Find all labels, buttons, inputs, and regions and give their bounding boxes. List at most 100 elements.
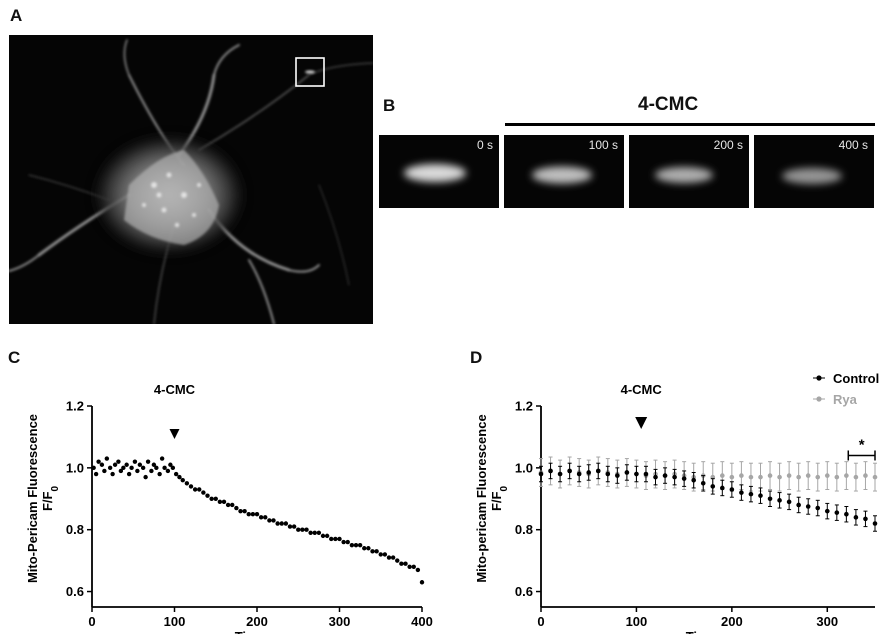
neuron-micrograph [9,35,373,324]
data-point [538,471,544,477]
y-axis-label-ratio: F/F0 [489,486,510,512]
data-point [777,498,782,503]
data-point [124,462,129,467]
data-point [786,499,792,505]
data-point [362,546,367,551]
y-axis-label: Mito-Pericam Fluorescence [25,414,40,583]
data-point [548,468,553,474]
data-point [386,555,392,560]
data-point [672,474,677,480]
data-point [345,539,350,545]
x-tick-label: 0 [88,614,95,629]
chart-c: 0.6 0.8 1.0 1.2 0 100 200 300 400 Time, s Mito-Per… [25,382,433,634]
data-point [758,493,763,498]
data-point [758,474,763,480]
panel-label-d: D [470,348,483,367]
data-point [192,487,198,492]
x-tick-label: 400 [411,614,433,629]
data-point [729,474,735,480]
roi-box [295,57,325,87]
timelapse-frame-400: 400 s [754,135,874,208]
data-point [777,474,782,480]
data-point [188,484,194,489]
data-point [320,533,326,539]
data-point [170,465,176,471]
data-point [184,481,190,486]
data-point [378,552,383,557]
data-point [304,527,309,532]
timelapse-frame-0: 0 s [379,135,499,208]
treatment-arrow [635,417,648,429]
data-point [96,459,101,464]
data-point [374,549,379,554]
data-point [863,516,868,522]
data-point [796,502,801,508]
x-tick-label: 200 [721,614,743,629]
data-point [143,474,148,480]
y-axis-label-subscript: 0 [499,486,510,492]
x-tick-label: 100 [164,614,186,629]
data-point [263,515,268,520]
data-point [250,512,256,517]
data-point [333,536,338,542]
data-point [180,478,185,483]
x-tick-label: 200 [246,614,268,629]
data-point [159,456,165,461]
data-point [691,477,696,483]
data-point [399,561,404,566]
panel-label-a: A [10,6,23,25]
data-point [234,505,239,511]
data-point [149,468,154,474]
timelapse-frame-200: 200 s [629,135,749,208]
legend-label: Rya [833,392,858,407]
data-point [118,468,124,474]
data-point [815,505,821,511]
data-point [291,524,297,529]
data-point [137,462,143,467]
data-point [271,518,276,523]
data-point [700,481,706,486]
data-point [767,496,773,502]
y-tick-label: 1.2 [66,399,84,414]
data-point [329,536,334,542]
data-point [275,521,280,526]
data-point [99,462,105,467]
legend-label: Control [833,371,879,386]
data-point [283,521,289,526]
data-point [786,473,792,478]
data-point [102,468,107,474]
y-tick-label: 0.6 [66,584,84,599]
data-point [567,468,572,474]
data-point [197,487,202,492]
treatment-arrow [169,429,180,439]
panel-label-c: C [8,348,21,367]
y-tick-label: 1.2 [515,399,533,414]
y-tick-label: 1.0 [515,460,533,475]
data-point [300,527,305,532]
data-point [796,474,801,480]
data-point [157,471,162,477]
frame-time-label: 100 s [588,138,618,152]
data-point [815,474,821,480]
data-point [116,459,121,464]
data-point [173,471,179,477]
significance-asterisk: * [859,436,865,453]
data-point [349,542,355,548]
data-point [209,496,214,501]
data-point [258,515,264,520]
x-axis-label: Time, s [235,629,280,634]
data-point [337,536,342,542]
data-point [824,508,830,514]
data-point [395,558,400,563]
data-point [805,473,811,478]
data-point [382,552,388,557]
data-point [287,524,293,529]
data-point [254,512,260,517]
data-point [168,462,173,467]
data-point [267,518,272,523]
data-point [872,474,878,480]
data-point [710,484,716,489]
data-point [595,468,601,474]
timelapse-frame-100: 100 s [504,135,624,208]
data-point [634,471,639,477]
